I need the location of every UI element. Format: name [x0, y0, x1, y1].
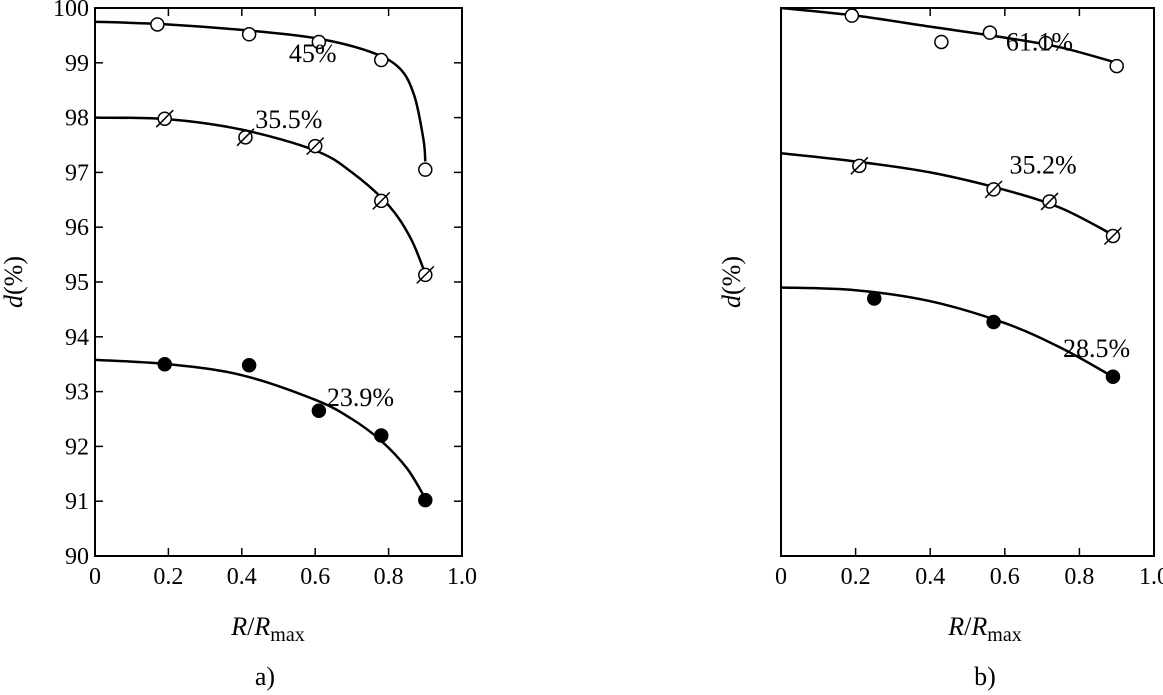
x-axis-label-R2: R [253, 612, 270, 641]
data-point-slash [306, 137, 325, 156]
x-tick-label: 0.8 [374, 564, 404, 590]
series-label: 23.9% [327, 383, 394, 412]
x-tick-label: 0.6 [990, 564, 1020, 590]
data-point-slash [416, 265, 435, 284]
series-line [95, 358, 427, 500]
x-axis-label-sub: max [270, 624, 304, 646]
data-point [934, 34, 949, 50]
x-axis-label-sub: max [987, 624, 1021, 646]
series-line [95, 116, 427, 275]
data-point [1038, 35, 1054, 51]
series-45-: 45% [95, 17, 433, 177]
panel-label: a) [255, 662, 275, 691]
series-35-2-: 35.2% [781, 150, 1123, 245]
data-point-slash [1040, 192, 1059, 211]
y-axis-label-var: d [717, 294, 746, 308]
x-axis-label: R/Rmax [230, 612, 304, 646]
data-point-slash [236, 128, 255, 147]
x-tick-label: 0.8 [1064, 564, 1094, 590]
x-tick-label: 0.2 [841, 564, 871, 590]
y-tick-label: 97 [65, 160, 89, 186]
series-label: 45% [289, 39, 337, 68]
data-point [867, 291, 882, 306]
x-axis-label-R2: R [970, 612, 987, 641]
y-tick-label: 94 [65, 325, 89, 351]
data-point-slash [850, 156, 869, 175]
chart-panel-a: 0 0.2 0.4 0.6 0.8 1.0 90 91 92 93 94 95 96 97 98 99 100 d… [0, 0, 477, 691]
y-axis-label-var: d [0, 294, 28, 308]
series-line [781, 286, 1114, 378]
y-axis-label-unit: (%) [717, 256, 746, 295]
x-tick-label: 0 [89, 564, 101, 590]
series-line [95, 20, 427, 162]
data-point [374, 52, 389, 68]
y-tick-label: 99 [65, 51, 89, 77]
x-tick-label: 1.0 [1139, 564, 1163, 590]
data-point-slash [155, 109, 174, 128]
series-61-1-: 61.1% [781, 8, 1124, 74]
series-28-5-: 28.5% [781, 286, 1130, 385]
data-point [311, 34, 327, 50]
panel-label: b) [974, 662, 996, 691]
series-label: 35.2% [1010, 150, 1077, 179]
series-35-5-: 35.5% [95, 105, 435, 284]
y-tick-label: 90 [65, 544, 89, 570]
y-tick-label: 100 [53, 0, 89, 22]
data-point [986, 314, 1001, 330]
data-point [844, 8, 860, 23]
data-point-slash [984, 180, 1003, 199]
data-point [1105, 369, 1121, 385]
x-tick-label: 0.4 [915, 564, 945, 590]
x-tick-label: 0 [775, 564, 787, 590]
data-point [982, 25, 998, 40]
x-tick-label: 0.4 [227, 564, 257, 590]
y-tick-label: 92 [65, 434, 89, 460]
series-line [781, 151, 1114, 236]
x-axis-label-slash: / [964, 612, 972, 641]
y-axis-label: d(%) [0, 256, 28, 308]
data-point [311, 403, 327, 419]
y-axis-label: d(%) [717, 256, 746, 308]
data-point [418, 492, 433, 508]
data-point [418, 162, 433, 177]
x-axis-label-R1: R [947, 612, 964, 641]
y-tick-label: 96 [65, 215, 89, 241]
x-axis-label: R/Rmax [947, 612, 1021, 646]
y-axis-label-unit: (%) [0, 256, 28, 295]
series-label: 35.5% [255, 105, 322, 134]
data-point [1109, 58, 1124, 74]
plot-frame [780, 7, 1155, 557]
series-23-9-: 23.9% [95, 356, 433, 508]
data-point-slash [1103, 226, 1123, 245]
x-tick-label: 0.2 [153, 564, 183, 590]
y-tick-label: 93 [65, 380, 89, 406]
y-tick-label: 91 [65, 489, 89, 515]
series-label: 28.5% [1063, 334, 1130, 363]
plot-frame [94, 7, 463, 557]
data-point [150, 17, 165, 32]
data-point-slash [372, 191, 391, 210]
y-tick-label: 95 [65, 270, 89, 296]
x-tick-label: 1.0 [447, 564, 477, 590]
x-axis-label-slash: / [247, 612, 255, 641]
data-point [241, 358, 257, 373]
y-tick-label: 98 [65, 106, 89, 132]
data-point [374, 428, 389, 443]
x-axis-label-R1: R [230, 612, 247, 641]
data-point [157, 356, 172, 372]
data-point [241, 27, 257, 42]
chart-panel-b: 0 0.2 0.4 0.6 0.8 1.0 d(%) R/Rmax b) 61.1% 35.2% 28… [717, 7, 1163, 691]
x-tick-label: 0.6 [300, 564, 330, 590]
series-label: 61.1% [1006, 28, 1073, 57]
